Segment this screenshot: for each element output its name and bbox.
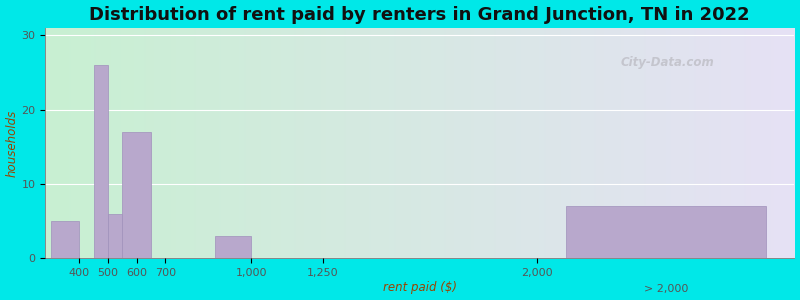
Bar [215,236,251,258]
Bar [566,206,766,258]
Bar [94,65,108,258]
Bar [122,132,151,258]
Text: > 2,000: > 2,000 [643,284,688,294]
Text: City-Data.com: City-Data.com [620,56,714,69]
Bar [108,214,122,258]
Title: Distribution of rent paid by renters in Grand Junction, TN in 2022: Distribution of rent paid by renters in … [90,6,750,24]
X-axis label: rent paid ($): rent paid ($) [383,281,457,294]
Bar [51,221,79,258]
Y-axis label: households: households [6,110,18,177]
